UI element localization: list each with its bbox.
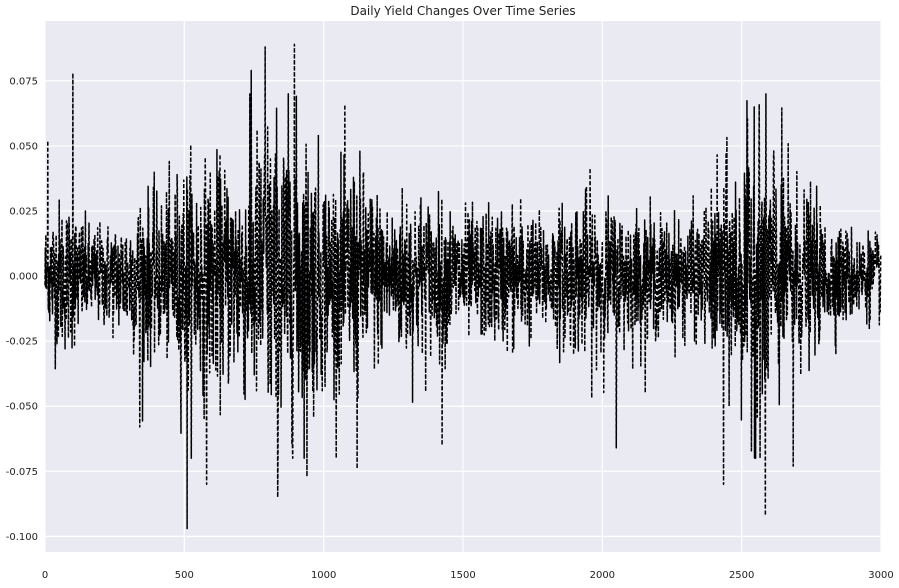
series-line xyxy=(44,43,882,530)
axis-ticks: -0.100 -0.075 -0.050 -0.025 0.000 0.025 0.050 0… xyxy=(6,76,894,581)
x-tick-label: 1000 xyxy=(311,570,336,581)
x-tick-label: 2500 xyxy=(729,570,754,581)
y-tick-label: -0.050 xyxy=(6,402,38,413)
y-tick-label: -0.075 xyxy=(6,467,38,478)
y-tick-label: -0.025 xyxy=(6,337,38,348)
y-tick-label: 0.025 xyxy=(9,207,38,218)
y-tick-label: 0.075 xyxy=(9,76,38,87)
x-tick-label: 1500 xyxy=(450,570,475,581)
x-tick-label: 3000 xyxy=(868,570,893,581)
series-layer xyxy=(44,43,882,530)
chart-title: Daily Yield Changes Over Time Series xyxy=(350,4,575,18)
y-tick-label: 0.000 xyxy=(9,272,38,283)
x-tick-label: 500 xyxy=(175,570,194,581)
y-tick-label: 0.050 xyxy=(9,141,38,152)
x-tick-label: 2000 xyxy=(590,570,615,581)
y-tick-label: -0.100 xyxy=(6,532,38,543)
x-tick-label: 0 xyxy=(42,570,48,581)
